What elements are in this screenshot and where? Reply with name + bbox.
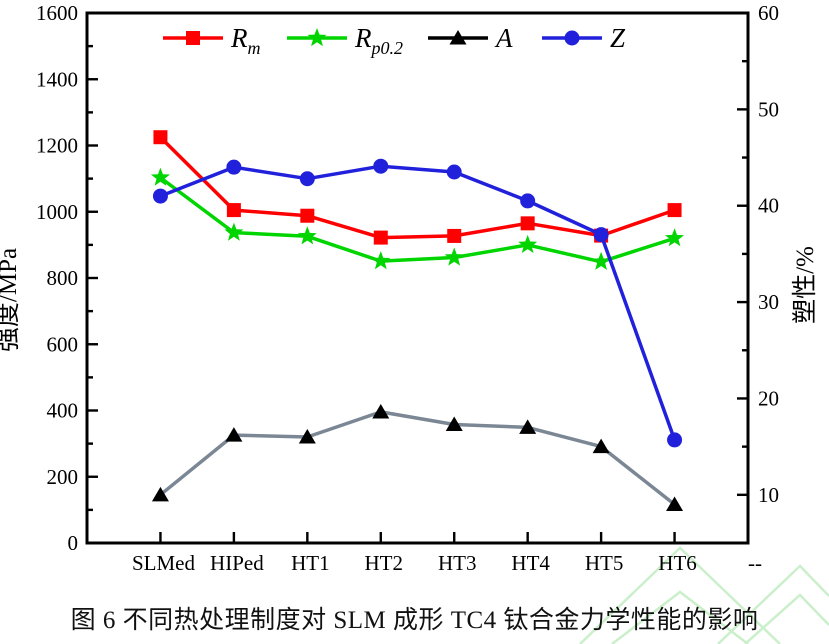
triangle-marker [445, 416, 463, 431]
circle-marker [593, 227, 609, 243]
x-tick-label: HT5 [585, 551, 624, 575]
circle-marker [373, 158, 389, 174]
left-tick-label: 1000 [36, 200, 78, 224]
x-tick-label: HIPed [210, 551, 264, 575]
left-tick-label: 1400 [36, 67, 78, 91]
series-line-Rm [159, 135, 676, 240]
left-tick-label: 1600 [36, 1, 78, 25]
triangle-marker [151, 486, 169, 502]
legend-label-Rp0.2: Rp0.2 [354, 23, 403, 58]
star-marker [444, 247, 464, 266]
triangle-marker [372, 403, 390, 419]
series-A [151, 403, 684, 511]
left-axis-title: 强度/MPa [0, 248, 22, 352]
left-tick-label: 0 [68, 531, 79, 555]
triangle-marker [449, 30, 467, 45]
left-tick-label: 400 [47, 399, 79, 423]
right-tick-label: 30 [758, 290, 779, 314]
square-marker [667, 203, 682, 218]
star-marker [224, 222, 244, 241]
x-tick-label: -- [748, 551, 762, 575]
square-marker [226, 203, 241, 218]
right-tick-label: 20 [758, 386, 779, 410]
right-tick-label: 50 [758, 97, 779, 121]
right-tick-label: 40 [758, 194, 779, 218]
circle-marker [520, 193, 536, 209]
legend-label-A: A [494, 23, 513, 53]
x-tick-label: HT6 [658, 551, 697, 575]
watermark-line [611, 590, 749, 644]
circle-marker [667, 432, 683, 448]
star-marker [307, 28, 327, 47]
series-Z [152, 158, 683, 448]
right-tick-label: 60 [758, 1, 779, 25]
triangle-marker [666, 496, 684, 511]
axis-ticks [87, 11, 750, 545]
figure-caption: 图 6 不同热处理制度对 SLM 成形 TC4 钛合金力学性能的影响 [70, 607, 759, 634]
right-tick-label: 10 [758, 483, 779, 507]
legend: Rm Rp0.2 A Z [163, 23, 626, 58]
triangle-marker [519, 419, 537, 434]
x-tick-label: HT3 [438, 551, 477, 575]
triangle-marker [298, 429, 316, 444]
x-tick-label: HT1 [291, 551, 330, 575]
star-marker [591, 251, 611, 270]
star-marker [518, 234, 538, 253]
legend-label-Z: Z [610, 23, 626, 53]
left-tick-label: 600 [47, 332, 79, 356]
circle-marker [446, 164, 462, 180]
triangle-marker [225, 427, 243, 442]
star-marker [297, 226, 317, 245]
triangle-marker [592, 438, 610, 454]
x-tick-label: HT2 [365, 551, 404, 575]
square-marker [300, 208, 315, 223]
legend-entry-Rm: Rm [163, 23, 261, 58]
series-line-A [159, 410, 676, 506]
x-tick-label: SLMed [132, 551, 196, 575]
left-tick-label: 200 [47, 465, 79, 489]
circle-marker [152, 188, 168, 204]
watermark-line [717, 564, 829, 644]
square-marker [373, 230, 388, 245]
legend-label-Rm: Rm [230, 23, 261, 58]
right-axis-title: 塑性/% [791, 246, 819, 324]
legend-entry-Rp0.2: Rp0.2 [287, 23, 403, 58]
star-marker [150, 167, 170, 186]
square-marker [447, 228, 462, 243]
x-tick-label: HT4 [511, 551, 550, 575]
watermark-line [579, 546, 781, 644]
circle-marker [564, 30, 580, 46]
plot-frame [85, 11, 750, 545]
circle-marker [299, 171, 315, 187]
legend-entry-A: A [428, 23, 513, 53]
series-Rp0.2 [150, 167, 685, 270]
watermark-line [744, 593, 829, 644]
left-tick-label: 800 [47, 266, 79, 290]
star-marker [371, 251, 391, 270]
watermark [579, 546, 829, 644]
legend-entry-Z: Z [542, 23, 626, 53]
axis-labels: 0 200 400 600 800 1000 1200 1400 1600 10 20 30 40 50 6… [36, 1, 779, 575]
square-marker [186, 31, 200, 45]
square-marker [520, 216, 535, 231]
square-marker [153, 130, 168, 145]
star-marker [665, 228, 685, 247]
series-line-Rp0.2 [159, 176, 676, 264]
series-line-Z [159, 164, 677, 441]
left-tick-label: 1200 [36, 134, 78, 158]
circle-marker [226, 159, 242, 175]
